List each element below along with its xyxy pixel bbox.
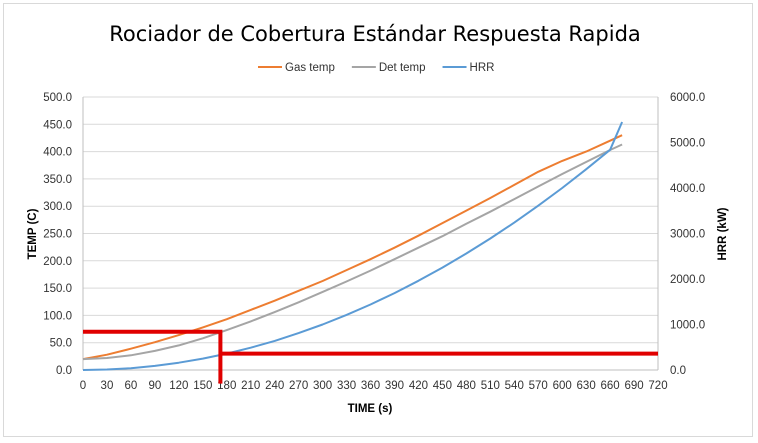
- y-tick-label: 150.0: [43, 283, 72, 295]
- y2-tick-label: 1000.0: [670, 320, 705, 332]
- legend-label-hrr: HRR: [470, 62, 495, 74]
- y-tick-label: 200.0: [43, 256, 72, 268]
- y2-tick-label: 5000.0: [670, 138, 705, 150]
- x-tick-label: 60: [125, 380, 138, 392]
- x-tick-label: 660: [600, 380, 619, 392]
- y-tick-label: 450.0: [43, 119, 72, 131]
- y-tick-labels: 0.0 50.0 100.0 150.0 200.0 250.0 300.0 350.0 400…: [43, 92, 72, 377]
- y2-tick-label: 3000.0: [670, 229, 705, 241]
- axes: [82, 97, 659, 371]
- x-tick-label: 540: [505, 380, 524, 392]
- y2-tick-label: 0.0: [670, 365, 686, 377]
- series-line-hrr: [82, 121, 624, 371]
- y2-tick-label: 2000.0: [670, 274, 705, 286]
- chart-title: Rociador de Cobertura Estándar Respuesta…: [109, 22, 641, 46]
- gridlines: [83, 96, 658, 344]
- x-tick-label: 30: [101, 380, 114, 392]
- y-tick-label: 50.0: [50, 338, 72, 350]
- x-tick-label: 510: [481, 380, 500, 392]
- temp-threshold-line: [83, 329, 223, 384]
- series-lines: [82, 121, 624, 371]
- y-tick-label: 0.0: [56, 365, 72, 377]
- y-tick-label: 350.0: [43, 174, 72, 186]
- x-axis-label: TIME (s): [348, 403, 393, 415]
- y-axis-label: TEMP (C): [27, 208, 39, 259]
- x-tick-label: 600: [553, 380, 572, 392]
- x-tick-label: 570: [529, 380, 548, 392]
- x-tick-label: 120: [169, 380, 188, 392]
- chart-frame: [3, 3, 753, 437]
- x-tick-label: 300: [313, 380, 332, 392]
- series-line-gas-temp: [82, 134, 623, 361]
- y-tick-label: 400.0: [43, 147, 72, 159]
- x-tick-label: 0: [80, 380, 86, 392]
- y2-tick-label: 4000.0: [670, 183, 705, 195]
- x-tick-label: 270: [289, 380, 308, 392]
- x-tick-label: 150: [193, 380, 212, 392]
- x-tick-label: 480: [457, 380, 476, 392]
- x-tick-label: 240: [265, 380, 284, 392]
- legend: Gas temp Det temp HRR: [258, 62, 494, 74]
- threshold-annotations: [83, 329, 658, 384]
- y2-axis-label: HRR (kW): [717, 207, 729, 260]
- x-tick-label: 330: [337, 380, 356, 392]
- x-tick-label: 450: [433, 380, 452, 392]
- y-tick-label: 500.0: [43, 92, 72, 104]
- x-tick-label: 90: [148, 380, 161, 392]
- legend-label-gas-temp: Gas temp: [285, 62, 335, 74]
- x-tick-label: 630: [577, 380, 596, 392]
- x-tick-label: 210: [241, 380, 260, 392]
- y2-tick-label: 6000.0: [670, 92, 705, 104]
- x-tick-label: 420: [409, 380, 428, 392]
- y-tick-label: 300.0: [43, 201, 72, 213]
- x-tick-label: 390: [385, 380, 404, 392]
- x-tick-label: 360: [361, 380, 380, 392]
- series-line-det-temp: [82, 143, 623, 361]
- x-tick-label: 690: [624, 380, 643, 392]
- x-tick-labels: 0 30 60 90 120 150 180 210 240 270 300 330 360 390 420…: [80, 380, 668, 392]
- y2-tick-labels: 0.0 1000.0 2000.0 3000.0 4000.0 5000.0 6000.0: [670, 92, 705, 377]
- y-tick-label: 250.0: [43, 229, 72, 241]
- legend-label-det-temp: Det temp: [379, 62, 426, 74]
- y-tick-label: 100.0: [43, 310, 72, 322]
- x-tick-label: 720: [648, 380, 667, 392]
